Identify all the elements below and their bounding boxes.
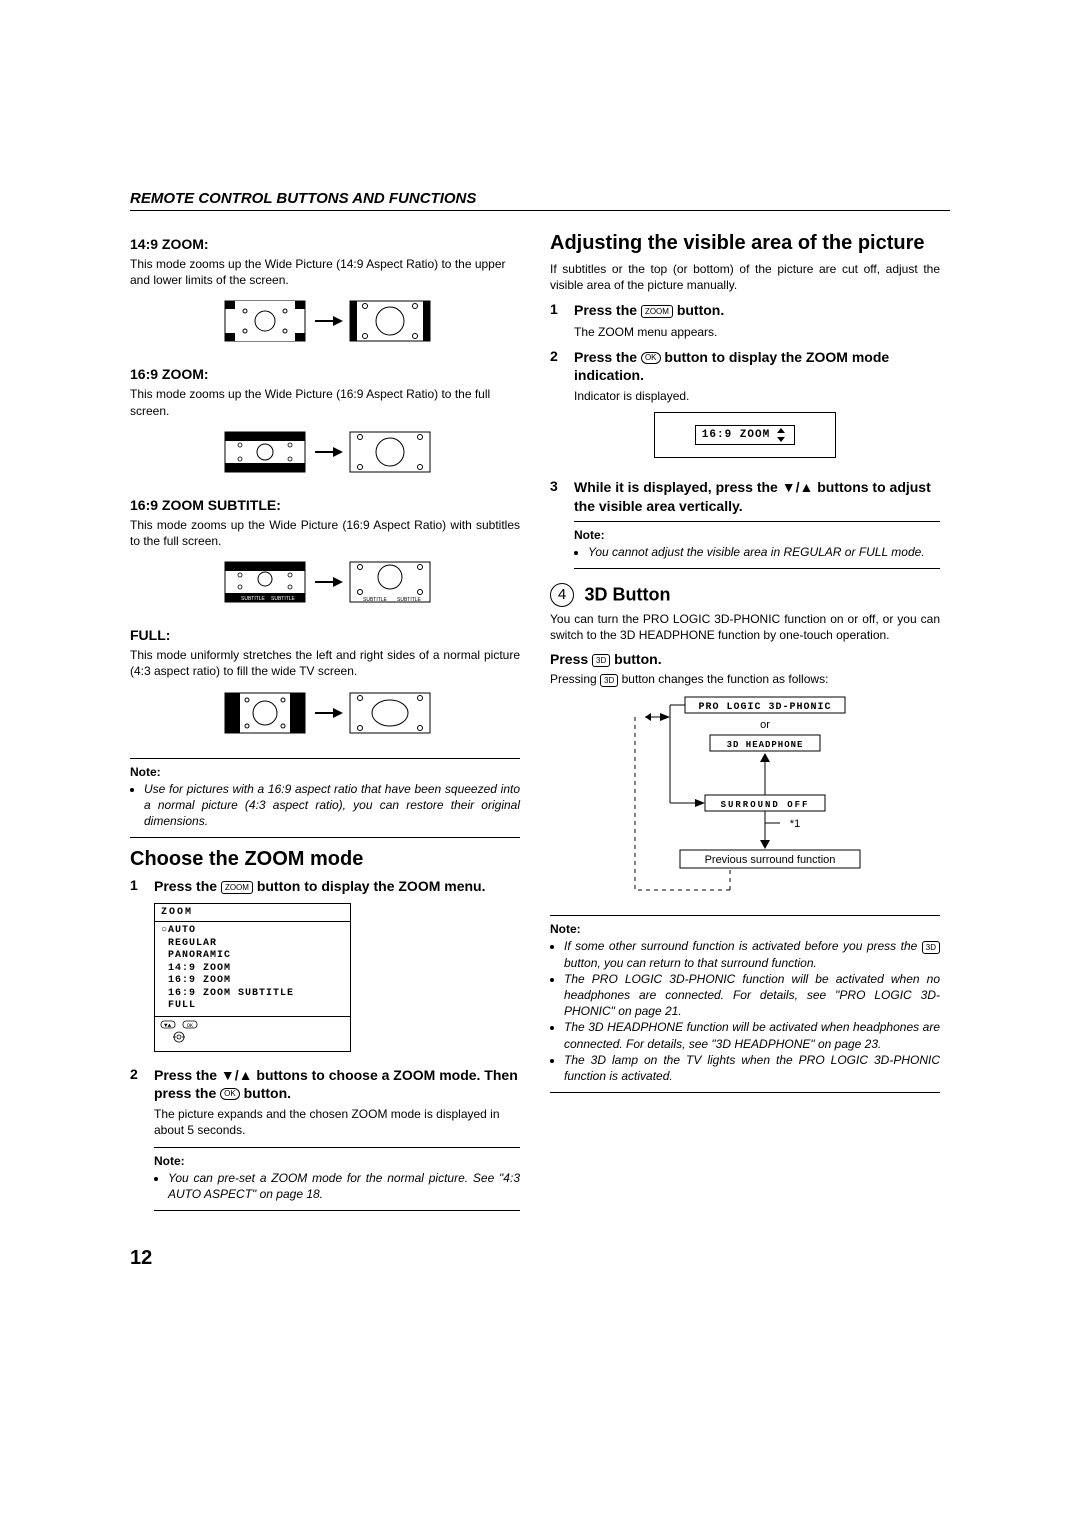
zoom-menu: ZOOM ○AUTO REGULAR PANORAMIC 14:9 ZOOM 1… bbox=[154, 903, 351, 1052]
diagram-full bbox=[130, 688, 520, 738]
zoom-button-icon: ZOOM bbox=[221, 881, 253, 894]
3d-button-icon: 3D bbox=[922, 941, 940, 954]
p-16-9-zoom: This mode zooms up the Wide Picture (16:… bbox=[130, 386, 520, 418]
p-full: This mode uniformly stretches the left a… bbox=[130, 647, 520, 679]
d3-note-label: Note: bbox=[550, 922, 940, 936]
indicator-display: 16:9 ZOOM bbox=[654, 412, 836, 458]
step2-num: 2 bbox=[130, 1066, 144, 1102]
d3-note-list: If some other surround function is activ… bbox=[550, 938, 940, 1084]
svg-text:3D HEADPHONE: 3D HEADPHONE bbox=[727, 740, 804, 750]
r-step3-num: 3 bbox=[550, 478, 564, 514]
r-note-list: You cannot adjust the visible area in RE… bbox=[574, 544, 940, 560]
r-step2-sub: Indicator is displayed. bbox=[574, 388, 940, 404]
step1-text: Press the ZOOM button to display the ZOO… bbox=[154, 877, 520, 895]
svg-text:PRO LOGIC 3D-PHONIC: PRO LOGIC 3D-PHONIC bbox=[698, 702, 831, 713]
h-16-9-sub: 16:9 ZOOM SUBTITLE: bbox=[130, 497, 520, 513]
diagram-16-9 bbox=[130, 427, 520, 477]
p-adjust: If subtitles or the top (or bottom) of t… bbox=[550, 261, 940, 293]
h-adjust: Adjusting the visible area of the pictur… bbox=[550, 232, 940, 255]
3d-button-icon: 3D bbox=[592, 654, 610, 667]
h-3d-button: 3D Button bbox=[584, 584, 670, 604]
r-note-label: Note: bbox=[574, 528, 940, 542]
note2-list: You can pre-set a ZOOM mode for the norm… bbox=[154, 1170, 520, 1202]
svg-text:SUBTITLE: SUBTITLE bbox=[241, 596, 266, 602]
note1-list: Use for pictures with a 16:9 aspect rati… bbox=[130, 781, 520, 830]
p-3d: You can turn the PRO LOGIC 3D-PHONIC fun… bbox=[550, 611, 940, 643]
press-3d-sub: Pressing 3D button changes the function … bbox=[550, 671, 940, 687]
h-choose-zoom: Choose the ZOOM mode bbox=[130, 848, 520, 871]
r-step1-text: Press the ZOOM button. bbox=[574, 301, 940, 319]
ok-button-icon: OK bbox=[220, 1088, 240, 1100]
h-14-9-zoom: 14:9 ZOOM: bbox=[130, 236, 520, 252]
r-step1-num: 1 bbox=[550, 301, 564, 319]
step1-num: 1 bbox=[130, 877, 144, 895]
zoom-button-icon: ZOOM bbox=[641, 305, 673, 318]
r-step3-text: While it is displayed, press the ▼/▲ but… bbox=[574, 478, 940, 514]
svg-text:Previous surround function: Previous surround function bbox=[705, 854, 836, 866]
svg-text:SUBTITLE: SUBTITLE bbox=[397, 597, 422, 603]
svg-text:*1: *1 bbox=[790, 818, 800, 830]
press-3d: Press 3D button. bbox=[550, 651, 940, 667]
step2-sub: The picture expands and the chosen ZOOM … bbox=[154, 1106, 520, 1138]
svg-text:SUBTITLE: SUBTITLE bbox=[363, 597, 388, 603]
svg-text:SUBTITLE: SUBTITLE bbox=[271, 596, 296, 602]
circled-4: 4 bbox=[550, 583, 574, 607]
diagram-3d-flow: PRO LOGIC 3D-PHONIC or 3D HEADPHONE SURR… bbox=[550, 695, 940, 895]
p-14-9-zoom: This mode zooms up the Wide Picture (14:… bbox=[130, 256, 520, 288]
svg-text:or: or bbox=[760, 719, 770, 731]
r-step2-text: Press the OK button to display the ZOOM … bbox=[574, 348, 940, 384]
svg-text:▼▲: ▼▲ bbox=[164, 1022, 172, 1029]
h-full: FULL: bbox=[130, 627, 520, 643]
page-number: 12 bbox=[130, 1247, 950, 1270]
r-step1-sub: The ZOOM menu appears. bbox=[574, 324, 940, 340]
svg-text:SURROUND OFF: SURROUND OFF bbox=[721, 800, 810, 810]
diagram-14-9 bbox=[130, 296, 520, 346]
note1-label: Note: bbox=[130, 765, 520, 779]
ok-button-icon: OK bbox=[641, 352, 661, 364]
p-16-9-sub: This mode zooms up the Wide Picture (16:… bbox=[130, 517, 520, 549]
svg-text:OK: OK bbox=[187, 1023, 193, 1029]
page-header: REMOTE CONTROL BUTTONS AND FUNCTIONS bbox=[130, 190, 950, 211]
3d-button-icon: 3D bbox=[600, 674, 618, 687]
h-16-9-zoom: 16:9 ZOOM: bbox=[130, 366, 520, 382]
r-step2-num: 2 bbox=[550, 348, 564, 384]
note2-label: Note: bbox=[154, 1154, 520, 1168]
step2-text: Press the ▼/▲ buttons to choose a ZOOM m… bbox=[154, 1066, 520, 1102]
diagram-16-9-sub: SUBTITLE SUBTITLE SUBTITLE SUBTITLE bbox=[130, 557, 520, 607]
